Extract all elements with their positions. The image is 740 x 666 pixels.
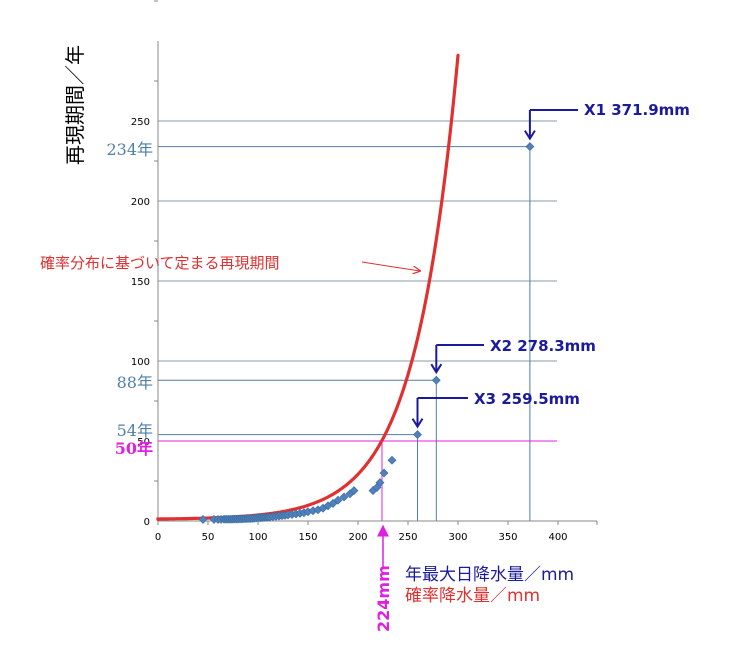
data-point-0 (198, 514, 208, 524)
annotations (411, 109, 578, 429)
y-tick-label-250: 250 (131, 117, 150, 128)
data-point-51 (379, 468, 389, 478)
x-tick-label-150: 150 (298, 532, 317, 543)
x-224-label: 224mm (374, 565, 393, 632)
probability-curve-line (156, 53, 460, 521)
data-point-50 (375, 478, 385, 488)
x-tick-label-50: 50 (202, 532, 215, 543)
observed-points (198, 142, 535, 524)
callout-x3: X3 259.5mm (474, 390, 580, 408)
callout-x2-leader-head (430, 363, 443, 375)
y-tick-label-0: 0 (144, 517, 150, 528)
probability-curve (156, 53, 460, 521)
data-point-55 (525, 142, 535, 152)
x-axis-label: 年最大日降水量／mm (405, 565, 574, 585)
reference-lines (158, 146, 557, 521)
data-point-52 (387, 455, 397, 465)
x-tick-label-0: 0 (155, 532, 161, 543)
y-tick-label-200: 200 (131, 197, 150, 208)
y-tick-label-100: 100 (131, 357, 150, 368)
x-tick-label-100: 100 (248, 532, 267, 543)
callout-x1: X1 371.9mm (584, 101, 690, 119)
ref-label-88: 88年 (117, 373, 153, 392)
x-tick-label-400: 400 (548, 532, 567, 543)
ref-label-234: 234年 (106, 140, 153, 159)
callout-x1-leader-head (524, 130, 536, 141)
curve-annotation: 確率分布に基づいて定まる再現期間 (40, 254, 280, 272)
data-point-53 (413, 430, 422, 440)
data-point-44 (333, 495, 343, 505)
data-point-45 (339, 492, 349, 502)
curve-annotation-arrow (361, 261, 420, 271)
y-tick-label-50: 50 (137, 437, 150, 448)
x-axis-label-2: 確率降水量／mm (405, 586, 540, 606)
data-point-54 (431, 375, 441, 385)
x-tick-label-350: 350 (498, 532, 517, 543)
x-tick-label-200: 200 (348, 532, 367, 543)
y-tick-label-150: 150 (131, 277, 150, 288)
ref-label-50: 50年 (115, 439, 153, 458)
axes: 0 50 100 150 200 250 0 50 100 150 200 250 300 350 400 (131, 0, 598, 543)
callout-x2: X2 278.3mm (490, 337, 596, 355)
x-tick-label-300: 300 (448, 532, 467, 543)
x-tick-label-250: 250 (398, 532, 417, 543)
y-axis-label: 再現期間／年 (63, 45, 87, 165)
callout-x3-leader-head (411, 418, 424, 429)
ref-label-54: 54年 (117, 421, 153, 440)
data-point-47 (349, 486, 359, 496)
